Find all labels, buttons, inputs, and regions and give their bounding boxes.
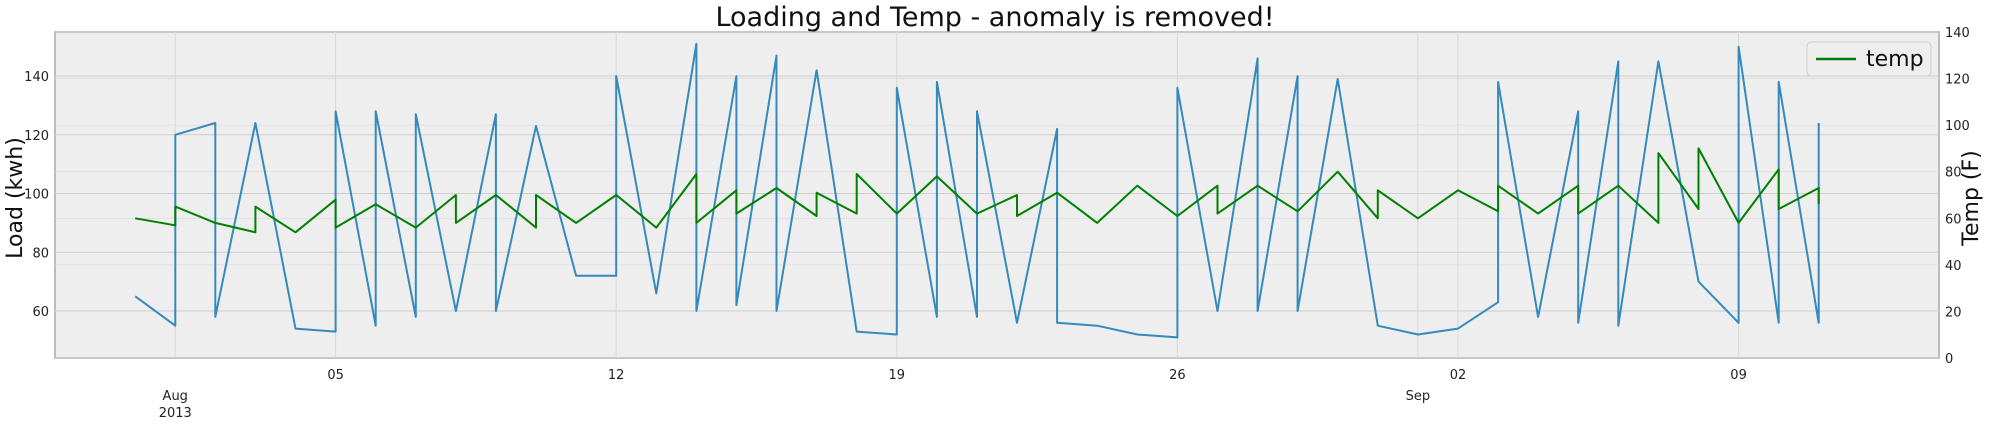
x-tick-label: Aug — [163, 389, 188, 404]
plot-background — [54, 31, 1940, 359]
y2-tick-label: 100 — [1945, 119, 1970, 134]
y2-tick-label: 120 — [1945, 73, 1970, 88]
y-tick-label: 80 — [32, 246, 49, 261]
y2-axis-label: Temp (F) — [1959, 150, 1984, 246]
series-line-temp — [135, 147, 1820, 234]
x-tick-label: 19 — [889, 368, 906, 383]
series-line-1 — [134, 42, 1820, 339]
y2-tick-label: 40 — [1945, 259, 1962, 274]
y-tick-label: 120 — [24, 129, 49, 144]
x-tick-label: 09 — [1730, 368, 1747, 383]
legend-label-temp: temp — [1866, 47, 1924, 72]
y-tick-label: 140 — [24, 70, 49, 85]
legend: temp — [1806, 41, 1932, 77]
y2-tick-label: 140 — [1945, 26, 1970, 41]
x-tick-label: 12 — [608, 368, 625, 383]
y2-tick-label: 20 — [1945, 305, 1962, 320]
x-tick-label: 02 — [1450, 368, 1467, 383]
y-tick-label: 100 — [24, 188, 49, 203]
x-tick-sublabel: 2013 — [159, 406, 192, 421]
x-axis: Aug 2013 05 12 19 26 Sep 02 09 — [159, 368, 1747, 421]
x-tick-label: 05 — [327, 368, 344, 383]
y-axis-right: 0 20 40 60 80 100 120 140 — [1945, 26, 1970, 367]
y2-tick-label: 60 — [1945, 212, 1962, 227]
series-layer — [134, 42, 1820, 339]
y-axis-label: Load (kwh) — [3, 137, 28, 259]
y2-tick-label: 80 — [1945, 166, 1962, 181]
legend-box — [1806, 41, 1932, 77]
y2-tick-label: 0 — [1945, 352, 1953, 367]
chart-title: Loading and Temp - anomaly is removed! — [715, 2, 1274, 33]
x-tick-label: 26 — [1169, 368, 1186, 383]
y-tick-label: 60 — [32, 305, 49, 320]
y-axis-left: 60 80 100 120 140 — [24, 70, 49, 320]
x-tick-label: Sep — [1406, 389, 1431, 404]
